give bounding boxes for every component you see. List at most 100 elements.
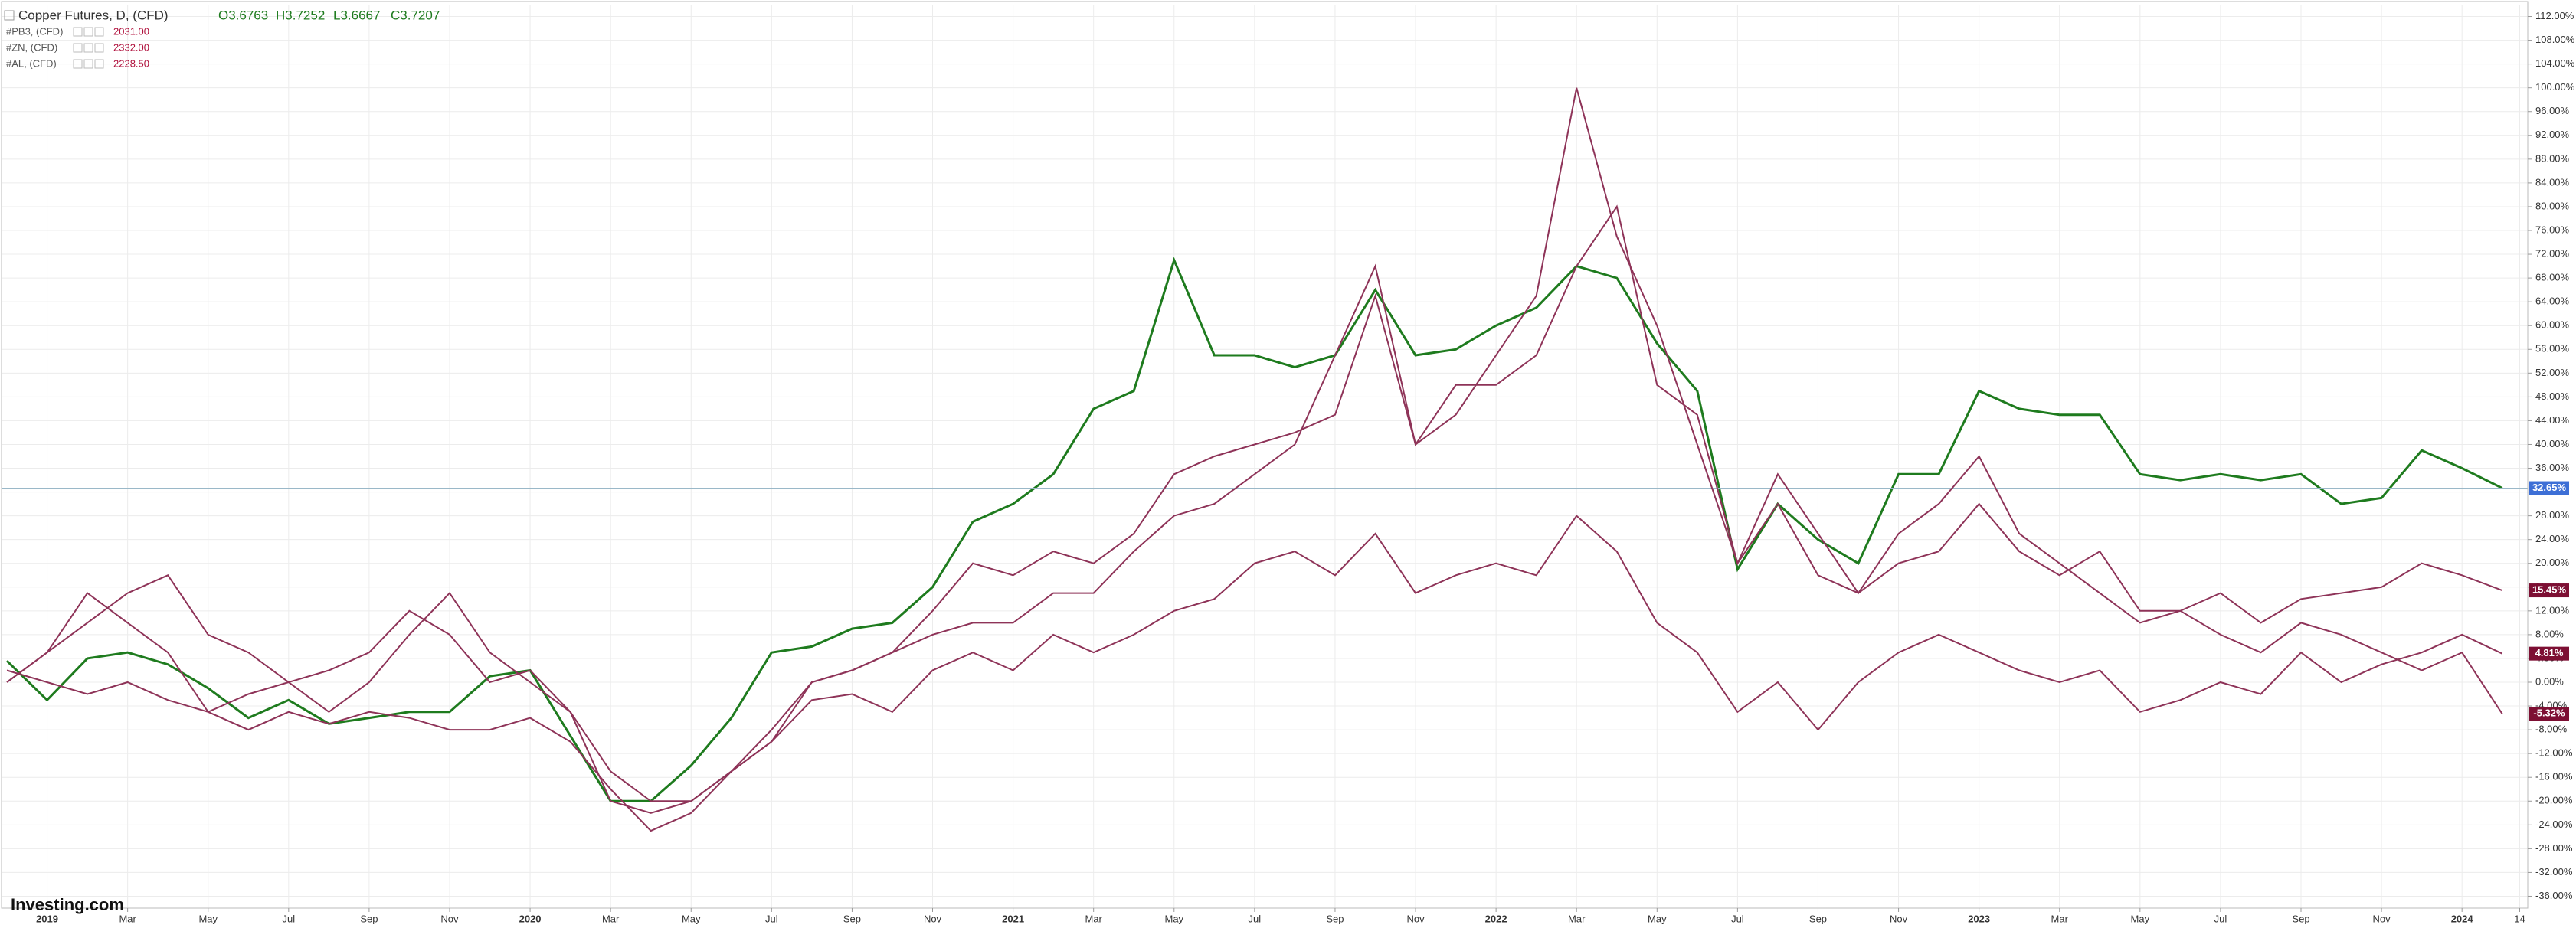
legend-last: 2031.00 — [113, 25, 149, 37]
legend-button[interactable] — [94, 43, 104, 53]
y-tick-label: 100.00% — [2535, 81, 2575, 93]
legend-button[interactable] — [83, 59, 93, 69]
x-tick-label: Mar — [1085, 913, 1102, 924]
legend-button[interactable] — [73, 27, 83, 37]
chart-title: Copper Futures, D, (CFD) — [18, 8, 169, 22]
legend-button[interactable] — [73, 59, 83, 69]
y-tick-label: 60.00% — [2535, 319, 2570, 331]
y-tick-label: 48.00% — [2535, 390, 2570, 402]
y-tick-label: -12.00% — [2535, 747, 2573, 759]
x-tick-label: Sep — [1326, 913, 1344, 924]
y-tick-label: 72.00% — [2535, 247, 2570, 259]
last-value-badge — [2529, 583, 2569, 598]
x-tick-label: Mar — [2051, 913, 2069, 924]
y-tick-label: 80.00% — [2535, 200, 2570, 211]
y-tick-label: 96.00% — [2535, 105, 2570, 116]
last-value-label: 32.65% — [2532, 482, 2567, 493]
plot — [2, 87, 2528, 832]
legend-button[interactable] — [83, 27, 93, 37]
y-tick-label: 36.00% — [2535, 462, 2570, 473]
legend-last: 2332.00 — [113, 41, 149, 53]
x-tick-label: Mar — [119, 913, 136, 924]
x-tick-label: Sep — [2292, 913, 2309, 924]
x-tick-label: 2021 — [1002, 913, 1024, 924]
legend-name: #ZN, (CFD) — [6, 41, 57, 53]
ohlc-close: C3.7207 — [391, 8, 440, 22]
last-value-label: 4.81% — [2535, 647, 2564, 658]
x-tick-label: May — [1164, 913, 1183, 924]
last-value-badge — [2529, 646, 2569, 661]
y-tick-label: 88.00% — [2535, 152, 2570, 164]
ohlc-open: O3.6763 — [218, 8, 268, 22]
x-tick-label: Mar — [1568, 913, 1586, 924]
x-tick-label: 2022 — [1485, 913, 1507, 924]
y-tick-label: -36.00% — [2535, 890, 2573, 901]
ohlc-high: H3.7252 — [276, 8, 325, 22]
y-tick-label: 52.00% — [2535, 367, 2570, 378]
plot-border — [1, 1, 2529, 909]
legend-name: #PB3, (CFD) — [6, 25, 63, 37]
x-tick-label: May — [1648, 913, 1667, 924]
ohlc-low: L3.6667 — [333, 8, 380, 22]
last-value-label: 15.45% — [2532, 583, 2567, 595]
y-tick-label: 0.00% — [2535, 675, 2564, 687]
y-tick-label: 8.00% — [2535, 628, 2564, 639]
x-tick-label: 2019 — [36, 913, 58, 924]
y-tick-label: 84.00% — [2535, 176, 2570, 188]
y-tick-label: 40.00% — [2535, 438, 2570, 449]
y-tick-label: -32.00% — [2535, 866, 2573, 877]
series-line — [6, 204, 2503, 814]
logo: Investing.com — [11, 895, 124, 914]
x-tick-label: May — [198, 913, 218, 924]
x-tick-label: May — [682, 913, 701, 924]
last-value-badge — [2529, 707, 2569, 721]
y-tick-label: -24.00% — [2535, 819, 2573, 830]
x-tick-label: 14 — [2514, 913, 2525, 924]
x-tick-label: Nov — [2373, 913, 2391, 924]
y-tick-label: 20.00% — [2535, 557, 2570, 568]
legend-last: 2228.50 — [113, 57, 149, 69]
y-tick-label: 12.00% — [2535, 604, 2570, 616]
y-tick-label: 24.00% — [2535, 533, 2570, 544]
y-tick-label: -16.00% — [2535, 771, 2573, 783]
y-tick-label: -28.00% — [2535, 842, 2573, 854]
x-tick-label: Jul — [765, 913, 778, 924]
x-tick-label: Jul — [1731, 913, 1744, 924]
x-tick-label: 2024 — [2451, 913, 2474, 924]
x-tick-label: 2023 — [1968, 913, 1990, 924]
legend-name: #AL, (CFD) — [6, 57, 57, 69]
last-value-badge — [2529, 481, 2569, 495]
x-tick-label: Jul — [2214, 913, 2227, 924]
y-tick-label: 64.00% — [2535, 296, 2570, 307]
last-value-label: -5.32% — [2533, 707, 2565, 719]
y-tick-label: 108.00% — [2535, 34, 2575, 45]
x-tick-label: Nov — [440, 913, 459, 924]
legend-button[interactable] — [94, 27, 104, 37]
y-tick-label: 68.00% — [2535, 272, 2570, 283]
y-tick-label: 56.00% — [2535, 343, 2570, 355]
x-tick-label: Sep — [360, 913, 378, 924]
y-tick-label: 112.00% — [2535, 10, 2574, 21]
collapse-icon[interactable] — [4, 10, 15, 21]
x-tick-label: Nov — [924, 913, 942, 924]
series-line — [6, 87, 2503, 832]
legend-button[interactable] — [83, 43, 93, 53]
x-tick-label: Nov — [1890, 913, 1908, 924]
y-tick-label: 76.00% — [2535, 224, 2570, 235]
x-tick-label: Sep — [1809, 913, 1827, 924]
x-tick-label: Jul — [1249, 913, 1262, 924]
legend-button[interactable] — [73, 43, 83, 53]
y-tick-label: -8.00% — [2535, 724, 2568, 735]
grid — [2, 5, 2528, 908]
legend-button[interactable] — [94, 59, 104, 69]
x-tick-label: May — [2131, 913, 2150, 924]
x-tick-label: 2020 — [519, 913, 542, 924]
y-tick-label: 44.00% — [2535, 414, 2570, 426]
y-tick-label: 104.00% — [2535, 57, 2575, 69]
x-tick-label: Sep — [843, 913, 861, 924]
y-tick-label: 92.00% — [2535, 129, 2570, 140]
x-tick-label: Jul — [283, 913, 296, 924]
